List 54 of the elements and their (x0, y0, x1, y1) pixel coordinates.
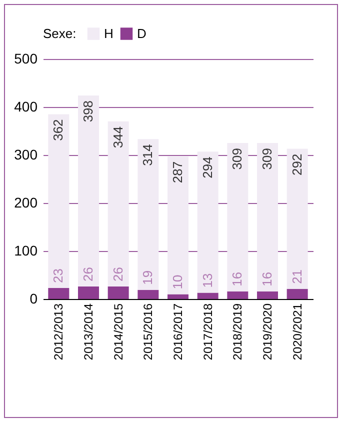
bar (227, 143, 248, 292)
x-tick-label: 2014/2015 (111, 303, 126, 360)
data-label: 26 (80, 267, 96, 282)
data-label: 309 (230, 148, 245, 170)
x-tick-label: 2020/2021 (290, 303, 304, 360)
bar (257, 143, 278, 292)
bar (48, 114, 70, 288)
bar (78, 286, 99, 299)
bar (286, 148, 308, 289)
bar (227, 291, 248, 299)
data-label: 292 (289, 154, 304, 176)
y-tick-label: 200 (14, 194, 38, 210)
data-label: 16 (230, 272, 245, 286)
bar (168, 294, 188, 299)
data-label: 13 (200, 273, 215, 288)
x-tick-label: 2019/2020 (260, 303, 275, 360)
bar (48, 288, 70, 299)
bar (197, 292, 218, 299)
data-label: 314 (140, 144, 156, 166)
data-label: 19 (140, 270, 156, 285)
data-label: 21 (289, 269, 304, 284)
x-tick-label: 2013/2014 (81, 303, 96, 360)
y-tick-label: 300 (14, 146, 38, 162)
bar (197, 152, 218, 293)
data-label: 287 (170, 161, 185, 184)
legend-label: H (104, 26, 114, 41)
legend-title: Sexe: (43, 26, 76, 41)
y-tick-label: 400 (14, 98, 38, 114)
data-label: 398 (80, 100, 96, 122)
data-label: 362 (50, 119, 66, 141)
y-tick-label: 100 (14, 242, 38, 258)
bar (168, 156, 188, 294)
legend-label: D (137, 26, 146, 41)
data-label: 294 (200, 156, 215, 178)
x-tick-label: 2012/2013 (52, 303, 66, 360)
y-tick-label: 500 (14, 50, 38, 66)
data-label: 309 (260, 148, 275, 170)
x-tick-label: 2017/2018 (200, 303, 215, 360)
bar (286, 288, 308, 299)
x-tick-label: 2016/2017 (171, 303, 185, 360)
bar (257, 291, 278, 299)
data-label: 344 (110, 126, 126, 148)
data-label: 23 (50, 268, 66, 283)
x-tick-label: 2018/2019 (230, 303, 245, 360)
y-tick-label: 0 (30, 290, 38, 306)
bar (108, 121, 129, 287)
bar (138, 290, 159, 299)
bar (78, 95, 99, 287)
data-label: 16 (260, 272, 275, 286)
bar (138, 139, 159, 290)
data-label: 26 (110, 267, 126, 282)
x-tick-label: 2015/2016 (141, 303, 156, 360)
data-label: 10 (170, 274, 185, 290)
bar (108, 286, 129, 299)
